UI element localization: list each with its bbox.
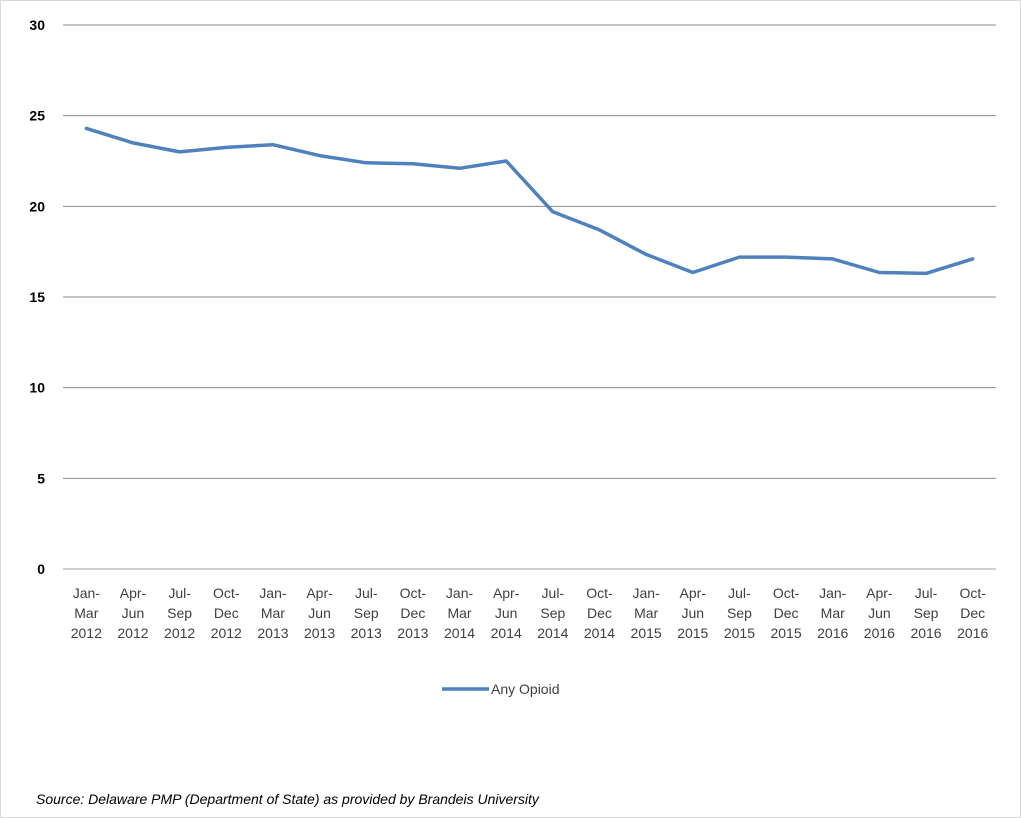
x-tick-label-11: Jul-Sep 2014 xyxy=(537,585,568,641)
x-tick-label-2: Apr-Jun 2012 xyxy=(117,585,148,641)
x-tick-label-13: Jan-Mar 2015 xyxy=(631,585,662,641)
x-tick-label-17: Jan-Mar 2016 xyxy=(817,585,848,641)
y-tick-label-5: 5 xyxy=(37,470,45,486)
y-tick-label-15: 15 xyxy=(29,289,45,305)
series-line-any-opioid xyxy=(84,126,975,276)
x-tick-label-6: Apr-Jun 2013 xyxy=(304,585,335,641)
y-axis: 0 5 10 15 20 25 30 xyxy=(29,17,45,577)
x-axis: Jan-Mar 2012 Apr-Jun 2012 Jul-Sep 2012 Oct-Dec… xyxy=(71,585,989,641)
y-tick-label-25: 25 xyxy=(29,108,45,124)
x-tick-label-19: Jul-Sep 2016 xyxy=(910,585,941,641)
y-tick-label-10: 10 xyxy=(29,380,45,396)
source-note: Source: Delaware PMP (Department of Stat… xyxy=(36,791,539,807)
x-tick-label-1: Jan-Mar 2012 xyxy=(71,585,102,641)
legend-label-any-opioid: Any Opioid xyxy=(491,681,559,697)
x-tick-label-9: Jan-Mar 2014 xyxy=(444,585,475,641)
x-tick-label-14: Apr-Jun 2015 xyxy=(677,585,708,641)
series-layer xyxy=(84,126,975,276)
x-tick-label-15: Jul-Sep 2015 xyxy=(724,585,755,641)
x-tick-label-4: Oct-Dec 2012 xyxy=(211,585,242,641)
y-tick-label-20: 20 xyxy=(29,198,45,214)
gridlines xyxy=(63,24,996,570)
x-tick-label-10: Apr-Jun 2014 xyxy=(491,585,522,641)
y-tick-label-30: 30 xyxy=(29,17,45,33)
line-chart: 0 5 10 15 20 25 30 Jan-Mar 2012 Apr-Jun 2012 Jul-S… xyxy=(29,17,996,697)
legend: Any Opioid xyxy=(442,681,559,697)
x-tick-label-7: Jul-Sep 2013 xyxy=(351,585,382,641)
x-tick-label-20: Oct-Dec 2016 xyxy=(957,585,988,641)
x-tick-label-8: Oct-Dec 2013 xyxy=(397,585,428,641)
x-tick-label-16: Oct-Dec 2015 xyxy=(770,585,801,641)
x-tick-label-5: Jan-Mar 2013 xyxy=(257,585,288,641)
x-tick-label-18: Apr-Jun 2016 xyxy=(864,585,895,641)
x-tick-label-12: Oct-Dec 2014 xyxy=(584,585,615,641)
y-tick-label-0: 0 xyxy=(37,561,45,577)
x-tick-label-3: Jul-Sep 2012 xyxy=(164,585,195,641)
